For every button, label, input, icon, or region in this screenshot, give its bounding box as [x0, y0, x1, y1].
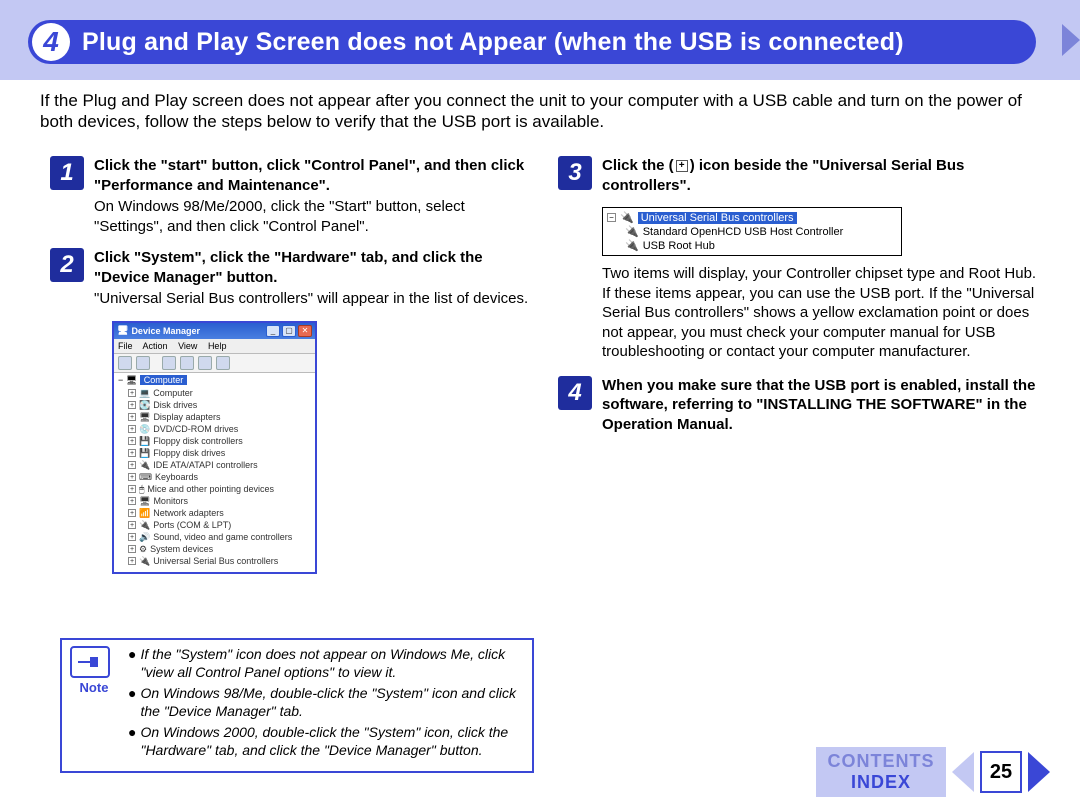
- tree-item[interactable]: 🔌 Standard OpenHCD USB Host Controller: [607, 225, 897, 238]
- intro-paragraph: If the Plug and Play screen does not app…: [40, 90, 1044, 133]
- menu-view[interactable]: View: [178, 341, 197, 351]
- expand-icon[interactable]: +: [128, 401, 136, 409]
- menu-help[interactable]: Help: [208, 341, 227, 351]
- tree-item[interactable]: +🖱Mice and other pointing devices: [118, 484, 311, 495]
- expand-icon[interactable]: +: [128, 413, 136, 421]
- step-1: 1 Click the "start" button, click "Contr…: [50, 156, 530, 236]
- section-number: 4: [32, 23, 70, 61]
- nav-links: CONTENTS INDEX: [816, 747, 946, 797]
- step-title: Click the (+) icon beside the "Universal…: [602, 156, 1038, 195]
- step-title: Click "System", click the "Hardware" tab…: [94, 248, 530, 287]
- tree-item[interactable]: +💽Disk drives: [118, 400, 311, 411]
- step-detail: "Universal Serial Bus controllers" will …: [94, 289, 530, 309]
- footer-nav: CONTENTS INDEX 25: [816, 747, 1050, 797]
- header-arrow-icon: [1062, 24, 1080, 56]
- note-item: ●On Windows 2000, double-click the "Syst…: [128, 724, 524, 759]
- window-titlebar: 🖥 Device Manager _ ▢ ✕: [114, 323, 315, 339]
- step-number: 2: [50, 248, 84, 282]
- prev-page-icon[interactable]: [952, 752, 974, 792]
- expand-icon[interactable]: +: [128, 557, 136, 565]
- index-link[interactable]: INDEX: [826, 772, 936, 793]
- minimize-button[interactable]: _: [266, 325, 280, 337]
- menu-file[interactable]: File: [118, 341, 133, 351]
- tree-item[interactable]: +🖥Display adapters: [118, 412, 311, 423]
- close-button[interactable]: ✕: [298, 325, 312, 337]
- tree-item[interactable]: +⌨Keyboards: [118, 472, 311, 483]
- device-manager-window: 🖥 Device Manager _ ▢ ✕ File Action View …: [112, 321, 317, 574]
- device-tree: − 🖥 Computer +💻Computer +💽Disk drives +🖥…: [114, 373, 315, 572]
- note-item: ●On Windows 98/Me, double-click the "Sys…: [128, 685, 524, 720]
- page-number: 25: [980, 751, 1022, 793]
- toolbar-icon[interactable]: [162, 356, 176, 370]
- collapse-icon[interactable]: −: [607, 213, 616, 222]
- collapse-icon[interactable]: −: [118, 375, 123, 385]
- tree-item[interactable]: +📶Network adapters: [118, 508, 311, 519]
- note-box: Note ●If the "System" icon does not appe…: [60, 638, 534, 773]
- note-label: Note: [70, 680, 118, 695]
- content-columns: 1 Click the "start" button, click "Contr…: [50, 156, 1038, 574]
- expand-icon[interactable]: +: [128, 533, 136, 541]
- step-detail: Two items will display, your Controller …: [602, 264, 1038, 362]
- plus-icon: +: [676, 160, 688, 172]
- step-title: When you make sure that the USB port is …: [602, 376, 1038, 435]
- toolbar-icon[interactable]: [180, 356, 194, 370]
- expand-icon[interactable]: +: [128, 437, 136, 445]
- expand-icon[interactable]: +: [128, 473, 136, 481]
- tree-item[interactable]: +⚙System devices: [118, 544, 311, 555]
- tree-item[interactable]: +🖥Monitors: [118, 496, 311, 507]
- expand-icon[interactable]: +: [128, 509, 136, 517]
- toolbar-icon[interactable]: [198, 356, 212, 370]
- step-title: Click the "start" button, click "Control…: [94, 156, 530, 195]
- step-number: 3: [558, 156, 592, 190]
- step-number: 4: [558, 376, 592, 410]
- tree-item[interactable]: +🔊Sound, video and game controllers: [118, 532, 311, 543]
- maximize-button[interactable]: ▢: [282, 325, 296, 337]
- back-icon[interactable]: [118, 356, 132, 370]
- menu-action[interactable]: Action: [143, 341, 168, 351]
- window-menubar[interactable]: File Action View Help: [114, 339, 315, 354]
- pointing-hand-icon: [70, 646, 110, 678]
- tree-item[interactable]: +🔌Universal Serial Bus controllers: [118, 556, 311, 567]
- step-2: 2 Click "System", click the "Hardware" t…: [50, 248, 530, 309]
- tree-item[interactable]: +🔌Ports (COM & LPT): [118, 520, 311, 531]
- tree-item[interactable]: +💾Floppy disk controllers: [118, 436, 311, 447]
- expand-icon[interactable]: +: [128, 545, 136, 553]
- expand-icon[interactable]: +: [128, 461, 136, 469]
- expand-icon[interactable]: +: [128, 485, 136, 493]
- tree-item[interactable]: +🔌IDE ATA/ATAPI controllers: [118, 460, 311, 471]
- tree-item[interactable]: 🔌 USB Root Hub: [607, 239, 897, 252]
- page-title: Plug and Play Screen does not Appear (wh…: [82, 28, 904, 57]
- expand-icon[interactable]: +: [128, 449, 136, 457]
- usb-tree-snippet: −🔌 Universal Serial Bus controllers 🔌 St…: [602, 207, 902, 256]
- tree-item[interactable]: +💾Floppy disk drives: [118, 448, 311, 459]
- step-4: 4 When you make sure that the USB port i…: [558, 376, 1038, 435]
- tree-item[interactable]: +💻Computer: [118, 388, 311, 399]
- tree-root[interactable]: Computer: [140, 375, 188, 385]
- toolbar-icon[interactable]: [216, 356, 230, 370]
- forward-icon[interactable]: [136, 356, 150, 370]
- window-title: Device Manager: [131, 326, 200, 336]
- next-page-icon[interactable]: [1028, 752, 1050, 792]
- contents-link[interactable]: CONTENTS: [826, 751, 936, 772]
- left-column: 1 Click the "start" button, click "Contr…: [50, 156, 530, 574]
- window-toolbar: [114, 354, 315, 373]
- window-icon: 🖥: [117, 325, 128, 336]
- title-bar: 4 Plug and Play Screen does not Appear (…: [28, 20, 1036, 64]
- note-item: ●If the "System" icon does not appear on…: [128, 646, 524, 681]
- expand-icon[interactable]: +: [128, 389, 136, 397]
- right-column: 3 Click the (+) icon beside the "Univers…: [558, 156, 1038, 574]
- step-3: 3 Click the (+) icon beside the "Univers…: [558, 156, 1038, 195]
- step-number: 1: [50, 156, 84, 190]
- step-detail: On Windows 98/Me/2000, click the "Start"…: [94, 197, 530, 236]
- tree-item[interactable]: +💿DVD/CD-ROM drives: [118, 424, 311, 435]
- tree-item[interactable]: −🔌 Universal Serial Bus controllers: [607, 211, 897, 224]
- expand-icon[interactable]: +: [128, 425, 136, 433]
- expand-icon[interactable]: +: [128, 521, 136, 529]
- expand-icon[interactable]: +: [128, 497, 136, 505]
- page-header: 4 Plug and Play Screen does not Appear (…: [0, 0, 1080, 80]
